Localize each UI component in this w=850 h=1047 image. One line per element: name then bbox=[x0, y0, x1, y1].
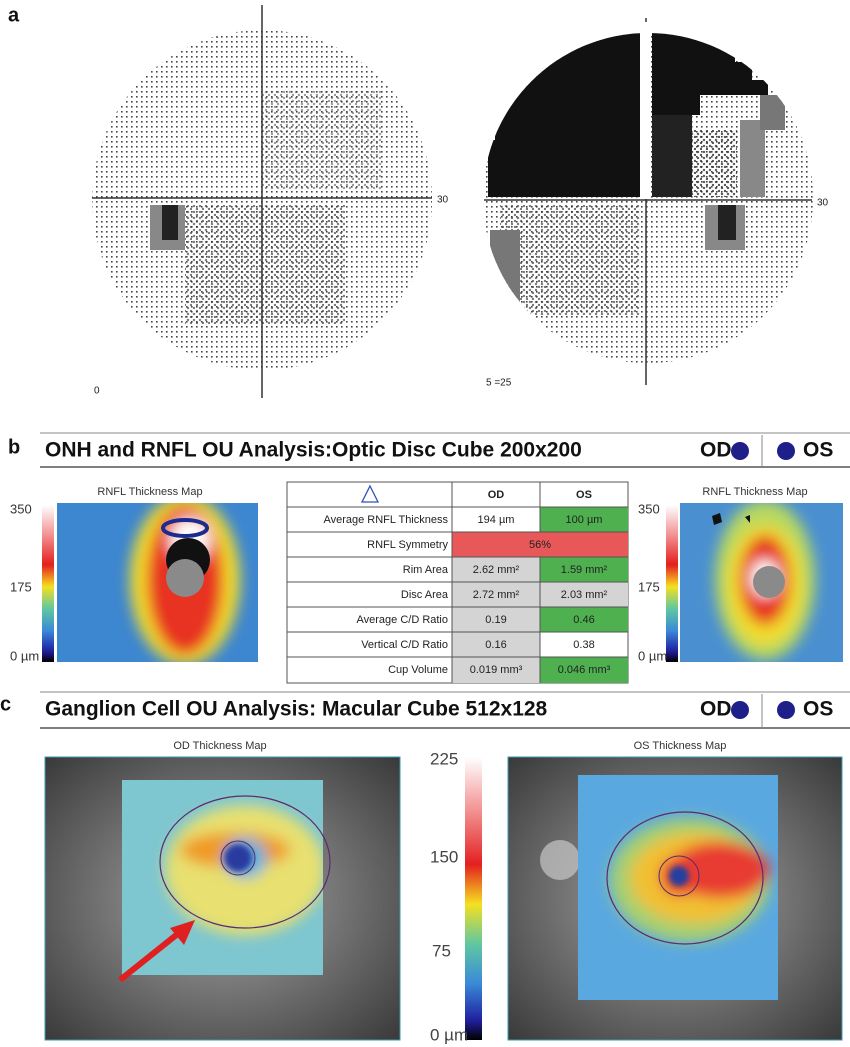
defect-pattern bbox=[198, 18, 218, 38]
rnfl-map-od bbox=[57, 495, 258, 665]
fovea bbox=[224, 844, 252, 872]
od-value: 2.72 mm² bbox=[473, 589, 520, 601]
analysis-table: OD OS Average RNFL Thickness 194 µm 100 … bbox=[287, 482, 628, 683]
scale-label: 350 bbox=[638, 501, 660, 516]
panel-label: c bbox=[0, 693, 11, 715]
defect-pattern bbox=[500, 205, 640, 315]
scale-label: 175 bbox=[638, 579, 660, 594]
scale-label: 175 bbox=[10, 579, 32, 594]
fovea bbox=[669, 866, 689, 886]
defect-pattern bbox=[692, 130, 737, 197]
scale-label: 75 bbox=[432, 941, 451, 960]
os-label: OS bbox=[803, 439, 833, 462]
scale-label: 225 bbox=[430, 749, 458, 768]
od-value: 0.16 bbox=[485, 639, 506, 651]
rnfl-map-os bbox=[680, 500, 843, 662]
panel-label: b bbox=[8, 436, 20, 458]
os-value: 100 µm bbox=[566, 514, 603, 526]
axis-label: 30 bbox=[817, 198, 829, 209]
od-label: OD bbox=[700, 439, 732, 462]
defect-gray bbox=[740, 120, 765, 197]
od-value: 0.19 bbox=[485, 614, 506, 626]
section-title: Ganglion Cell OU Analysis: Macular Cube … bbox=[45, 698, 548, 721]
scale-label: 150 bbox=[430, 847, 458, 866]
column-header: OS bbox=[576, 489, 592, 501]
row-label: Average C/D Ratio bbox=[356, 614, 448, 626]
defect-black bbox=[652, 115, 692, 197]
map-title: RNFL Thickness Map bbox=[702, 486, 807, 498]
figure: a 30 0 30 5 =25 b ONH and RNFL OU Analys… bbox=[0, 0, 850, 1047]
scale-label: 0 µm bbox=[638, 648, 667, 663]
os-value: 2.03 mm² bbox=[561, 589, 608, 601]
color-bar bbox=[666, 505, 678, 662]
map-title: RNFL Thickness Map bbox=[97, 486, 202, 498]
optic-disc bbox=[166, 559, 204, 597]
symmetry-value: 56% bbox=[529, 539, 551, 551]
blind-spot-core bbox=[718, 205, 736, 240]
od-value: 2.62 mm² bbox=[473, 564, 520, 576]
defect-gray bbox=[760, 95, 785, 130]
optic-nerve-head bbox=[540, 840, 580, 880]
os-value: 0.046 mm³ bbox=[558, 664, 611, 676]
panel-label: a bbox=[8, 4, 20, 26]
row-label: Disc Area bbox=[401, 589, 449, 601]
defect-pattern bbox=[185, 205, 345, 325]
row-label: Average RNFL Thickness bbox=[323, 514, 448, 526]
map-title: OD Thickness Map bbox=[173, 740, 266, 752]
os-dot bbox=[777, 442, 795, 460]
defect-pattern bbox=[262, 90, 382, 190]
od-value: 194 µm bbox=[478, 514, 515, 526]
row-label: RNFL Symmetry bbox=[367, 539, 448, 551]
axis-gap bbox=[641, 22, 650, 199]
corner-label: 0 bbox=[94, 386, 100, 397]
scale-label: 0 µm bbox=[10, 648, 39, 663]
od-dot bbox=[731, 701, 749, 719]
gcl-map-od bbox=[122, 780, 325, 975]
blind-spot-core bbox=[162, 205, 178, 240]
os-dot bbox=[777, 701, 795, 719]
row-label: Vertical C/D Ratio bbox=[361, 639, 448, 651]
defect-black bbox=[488, 28, 640, 197]
color-bar bbox=[42, 505, 54, 662]
section-title: ONH and RNFL OU Analysis:Optic Disc Cube… bbox=[45, 439, 582, 462]
od-dot bbox=[731, 442, 749, 460]
row-label: Cup Volume bbox=[388, 664, 448, 676]
optic-disc bbox=[753, 566, 785, 598]
column-header: OD bbox=[488, 489, 505, 501]
scale-label: 350 bbox=[10, 501, 32, 516]
corner-label: 5 =25 bbox=[486, 378, 512, 389]
os-value: 0.46 bbox=[573, 614, 594, 626]
od-label: OD bbox=[700, 698, 732, 721]
os-label: OS bbox=[803, 698, 833, 721]
scale-label: 0 µm bbox=[430, 1025, 468, 1044]
defect-gray bbox=[490, 230, 520, 310]
color-bar bbox=[465, 757, 482, 1040]
os-value: 1.59 mm² bbox=[561, 564, 608, 576]
axis-label: 30 bbox=[437, 195, 449, 206]
os-value: 0.38 bbox=[573, 639, 594, 651]
map-title: OS Thickness Map bbox=[634, 740, 727, 752]
row-label: Rim Area bbox=[403, 564, 449, 576]
od-value: 0.019 mm³ bbox=[470, 664, 523, 676]
